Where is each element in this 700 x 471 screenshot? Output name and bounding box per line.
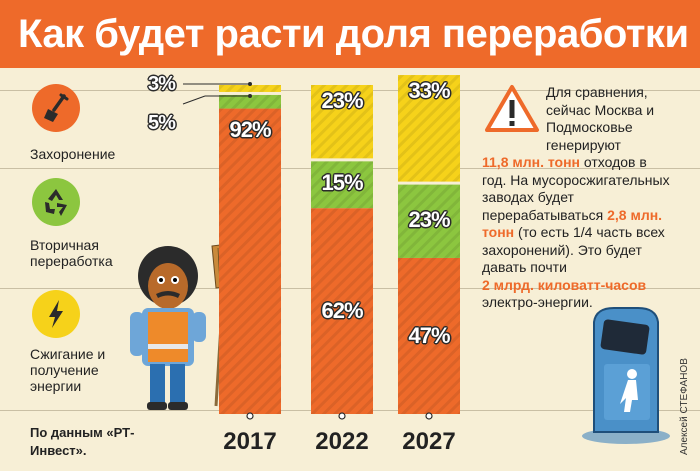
source-note: По данным «РТ-Инвест».	[30, 425, 135, 458]
bar-2027-landfill	[398, 257, 460, 414]
legend-circle-incineration	[32, 290, 80, 338]
value-label-2027-incineration: 33%	[408, 78, 450, 104]
legend-circle-landfill	[32, 84, 80, 132]
title-bar	[0, 0, 700, 68]
value-label-2017-landfill: 92%	[229, 116, 271, 142]
info-text-p3: (то есть 1/4 часть всех захоронений). Эт…	[482, 224, 665, 275]
legend-label-incineration: Сжигание и получение энергии	[30, 346, 106, 394]
value-label-2017-recycling: 5%	[148, 112, 176, 134]
bar-2022-recycling	[311, 161, 373, 209]
info-text-p4: электро-энергии.	[482, 294, 593, 310]
bar-2022-incineration	[311, 85, 373, 159]
x-tick-2022	[338, 412, 346, 420]
page-title: Как будет расти доля переработки	[18, 12, 689, 56]
legend-label-landfill: Захоронение	[30, 146, 116, 162]
shovel-icon	[32, 84, 80, 132]
value-label-2017-incineration: 3%	[148, 73, 176, 95]
bar-2022-landfill	[311, 208, 373, 414]
bar-2017-incineration	[219, 85, 281, 92]
value-label-2027-landfill: 47%	[408, 322, 450, 348]
callout-line-5	[182, 95, 206, 105]
x-tick-label-2027: 2027	[402, 428, 456, 455]
legend-circle-recycling	[32, 178, 80, 226]
value-label-2022-landfill: 62%	[321, 298, 363, 324]
bar-2017-recycling	[219, 94, 281, 109]
lightning-icon	[32, 290, 80, 338]
value-label-2022-incineration: 23%	[321, 88, 363, 113]
info-highlight-3: 2 млрд. киловатт-часов	[482, 276, 647, 293]
info-text-p1: Для сравнения, сейчас Москва и Подмосков…	[546, 84, 655, 153]
info-text-p2: отходов в год. На мусоросжигательных зав…	[482, 154, 670, 223]
bar-2027-incineration	[398, 75, 460, 182]
x-tick-2027	[425, 412, 433, 420]
x-tick-label-2017: 2017	[223, 428, 277, 455]
bar-2017-landfill	[219, 108, 281, 414]
info-highlight-2: 2,8 млн. тонн	[482, 206, 663, 241]
x-tick-label-2022: 2022	[315, 428, 369, 455]
value-label-2027-recycling: 23%	[408, 206, 450, 232]
recycling-bin-illustration	[582, 307, 670, 444]
info-text: Для сравнения, сейчас Москва и Подмосков…	[482, 84, 672, 312]
value-label-2022-recycling: 15%	[321, 170, 363, 196]
warning-icon	[485, 85, 539, 132]
legend-label-recycling: Вторичная переработка	[30, 237, 113, 269]
info-highlight-1: 11,8 млн. тонн	[482, 154, 580, 170]
recycle-icon	[32, 178, 80, 226]
x-tick-2017	[246, 412, 254, 420]
bar-2027-recycling	[398, 184, 460, 258]
author-credit: Алексей СТЕФАНОВ	[679, 358, 690, 455]
